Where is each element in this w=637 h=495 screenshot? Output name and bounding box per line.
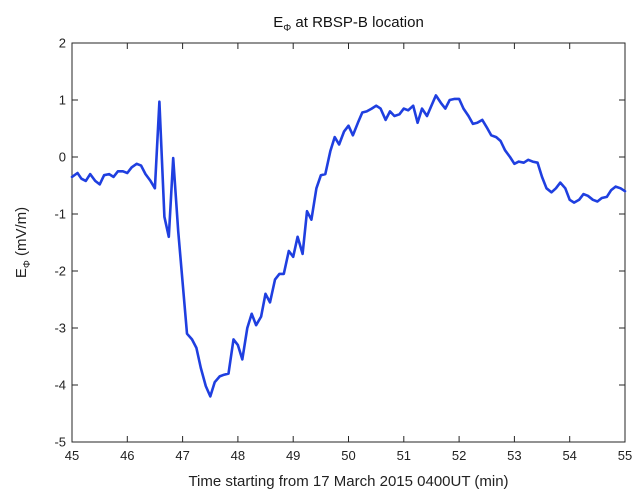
chart-title: EΦ at RBSP-B location bbox=[273, 14, 424, 34]
series-layer bbox=[70, 94, 627, 398]
x-tick-label: 51 bbox=[397, 448, 411, 463]
x-tick-label: 48 bbox=[231, 448, 245, 463]
y-tick-label: -5 bbox=[54, 435, 66, 450]
x-tick-label: 50 bbox=[341, 448, 355, 463]
chart-title-rest: at RBSP-B location bbox=[291, 14, 424, 31]
chart-title-base: E bbox=[273, 14, 283, 31]
y-tick-label: -1 bbox=[54, 207, 66, 222]
x-tick-label: 55 bbox=[618, 448, 632, 463]
y-axis-title-rest: (mV/m) bbox=[13, 207, 30, 260]
x-axis-title: Time starting from 17 March 2015 0400UT … bbox=[188, 473, 508, 490]
series-line-0 bbox=[70, 94, 627, 398]
x-tick-label: 45 bbox=[65, 448, 79, 463]
x-tick-label: 53 bbox=[507, 448, 521, 463]
chart-title-subscript: Φ bbox=[283, 23, 291, 34]
y-tick-label: 1 bbox=[59, 93, 66, 108]
y-tick-label: -4 bbox=[54, 378, 66, 393]
y-tick-label: 2 bbox=[59, 36, 66, 51]
x-tick-label: 54 bbox=[562, 448, 576, 463]
x-axis-ticks: 45 46 47 48 49 50 51 52 53 54 55 bbox=[65, 43, 632, 463]
x-tick-label: 49 bbox=[286, 448, 300, 463]
y-tick-label: -2 bbox=[54, 264, 66, 279]
y-axis-ticks: -5 -4 -3 -2 -1 0 1 2 bbox=[54, 36, 625, 450]
x-tick-label: 47 bbox=[175, 448, 189, 463]
y-axis-title-subscript: Φ bbox=[22, 260, 33, 268]
y-tick-label: 0 bbox=[59, 150, 66, 165]
y-axis-title: EΦ (mV/m) bbox=[13, 207, 33, 278]
x-tick-label: 52 bbox=[452, 448, 466, 463]
x-tick-label: 46 bbox=[120, 448, 134, 463]
y-axis-title-base: E bbox=[13, 268, 30, 278]
y-tick-label: -3 bbox=[54, 321, 66, 336]
